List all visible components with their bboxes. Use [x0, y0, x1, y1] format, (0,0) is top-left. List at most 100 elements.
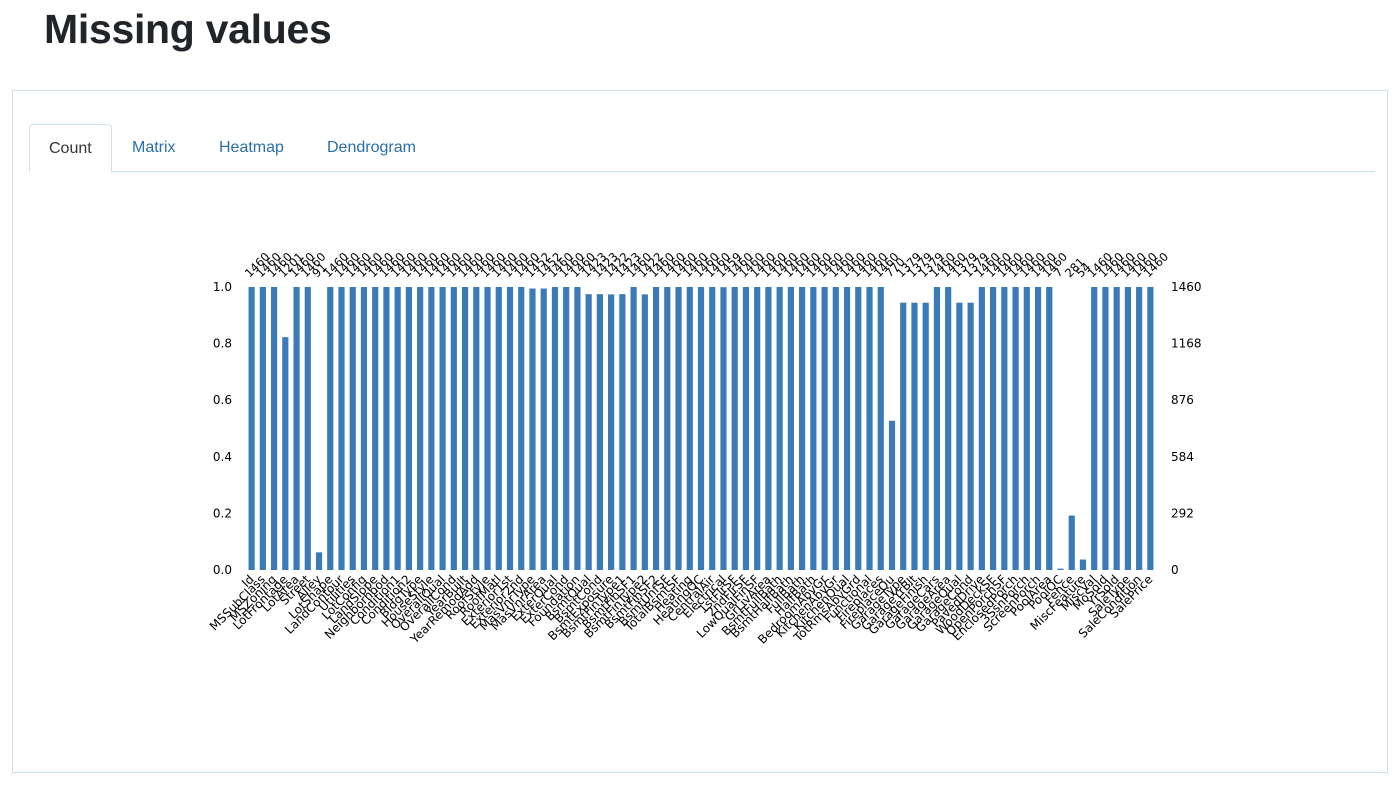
bar [349, 287, 356, 570]
bar [945, 287, 952, 570]
bar [529, 288, 536, 570]
y-tick-label: 0.4 [213, 450, 232, 464]
bar [1136, 287, 1143, 570]
bar [270, 287, 278, 570]
bar [709, 287, 716, 570]
bar [956, 302, 963, 570]
y-tick-label: 0.0 [213, 563, 232, 577]
bar [866, 287, 873, 570]
bar [394, 287, 401, 570]
bar [1124, 287, 1132, 570]
bar [821, 287, 828, 570]
bar [697, 287, 705, 570]
bar [450, 287, 457, 570]
bar [967, 302, 974, 570]
bar [484, 287, 491, 570]
bar [1068, 515, 1075, 570]
bar [900, 302, 907, 570]
bar [596, 294, 603, 570]
bar [810, 287, 817, 570]
bar [641, 294, 648, 570]
bar [439, 287, 446, 570]
bar [315, 552, 323, 570]
bar [248, 287, 255, 570]
bar [405, 287, 412, 570]
bar [888, 420, 896, 570]
y-tick-label: 0.6 [213, 393, 232, 407]
bar [978, 287, 985, 570]
bar [799, 287, 806, 570]
bar [608, 294, 615, 570]
bar [675, 287, 682, 570]
bar [372, 287, 379, 570]
y2-tick-label: 876 [1171, 393, 1194, 407]
y-tick-label: 0.2 [213, 506, 232, 520]
bar [1023, 287, 1030, 570]
bar [428, 287, 435, 570]
bar [1057, 568, 1064, 570]
bar [911, 302, 918, 570]
y-tick-label: 0.8 [213, 337, 232, 351]
bar [338, 287, 345, 570]
bar [1012, 287, 1019, 570]
bar [922, 302, 929, 570]
bar [686, 287, 693, 570]
tab-count[interactable]: Count [29, 124, 112, 173]
bar [1079, 559, 1087, 570]
bar [990, 287, 997, 570]
bar [754, 287, 761, 570]
bar [855, 287, 862, 570]
bar [518, 287, 525, 570]
bar [383, 287, 390, 570]
bar [832, 287, 839, 570]
bar [787, 287, 794, 570]
bar [630, 287, 637, 570]
tab-bar: Count Matrix Heatmap Dendrogram [29, 124, 1375, 173]
bar [495, 287, 502, 570]
bar [1001, 287, 1008, 570]
missing-values-panel: Count Matrix Heatmap Dendrogram [12, 90, 1388, 773]
y2-tick-label: 1168 [1171, 337, 1202, 351]
bar [1102, 287, 1109, 570]
bar [877, 287, 884, 570]
bar [664, 287, 671, 570]
bar [765, 287, 772, 570]
bar [327, 287, 334, 570]
bar [461, 287, 469, 570]
bar [259, 287, 266, 570]
bar [540, 288, 547, 570]
y2-tick-label: 1460 [1171, 280, 1202, 294]
bar [585, 294, 592, 570]
bar [473, 287, 480, 570]
y2-tick-label: 584 [1171, 450, 1194, 464]
y2-tick-label: 292 [1171, 506, 1194, 520]
bar [551, 287, 559, 570]
bar [652, 287, 660, 570]
bar [742, 287, 750, 570]
bar [1147, 287, 1154, 570]
bar [731, 287, 738, 570]
bar [776, 287, 783, 570]
bar [1046, 287, 1053, 570]
bar [417, 287, 424, 570]
bar [933, 287, 941, 570]
bar [574, 287, 581, 570]
bar [360, 287, 368, 570]
bar [1091, 287, 1098, 570]
bar [720, 287, 727, 570]
page-title: Missing values [44, 6, 332, 52]
tab-dendrogram[interactable]: Dendrogram [327, 139, 416, 156]
bar [506, 287, 514, 570]
bar [1034, 287, 1042, 570]
y-tick-label: 1.0 [213, 280, 232, 294]
bar [1113, 287, 1120, 570]
bar [843, 287, 851, 570]
tab-heatmap[interactable]: Heatmap [219, 139, 284, 156]
bar [282, 337, 289, 570]
y2-tick-label: 0 [1171, 563, 1179, 577]
bar [293, 287, 300, 570]
bar [563, 287, 570, 570]
bar [619, 294, 626, 570]
tab-matrix[interactable]: Matrix [132, 139, 176, 156]
